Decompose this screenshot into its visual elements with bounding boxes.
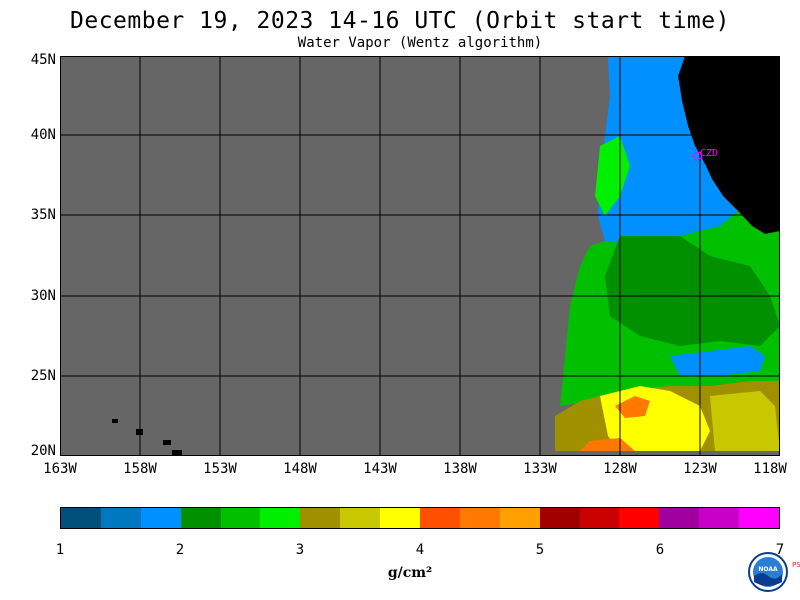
colorbar-swatch — [499, 508, 540, 528]
colorbar-tick-7: 7 — [775, 542, 785, 558]
colorbar-tick-3: 3 — [295, 542, 305, 558]
lat-label-45n: 45N — [30, 52, 56, 68]
colorbar-swatch — [260, 508, 301, 528]
lat-label-35n: 35N — [30, 207, 56, 223]
svg-text:NOAA: NOAA — [758, 566, 778, 573]
colorbar-tick-1: 1 — [55, 542, 65, 558]
lon-label-138w: 138W — [443, 461, 477, 477]
colorbar-swatch — [220, 508, 261, 528]
lon-label-143w: 143W — [363, 461, 397, 477]
colorbar-tick-4: 4 — [415, 542, 425, 558]
lon-label-133w: 133W — [523, 461, 557, 477]
noaa-logo[interactable]: NOAA — [748, 552, 788, 592]
colorbar-swatch — [61, 508, 101, 528]
lat-label-20n: 20N — [30, 443, 56, 459]
lat-label-25n: 25N — [30, 368, 56, 384]
graticule — [60, 56, 780, 456]
colorbar-tick-5: 5 — [535, 542, 545, 558]
colorbar-tick-6: 6 — [655, 542, 665, 558]
vapor-region-lightyellow — [710, 391, 780, 451]
vapor-region-orange — [615, 396, 650, 418]
lon-label-163w: 163W — [43, 461, 77, 477]
colorbar-swatch — [579, 508, 620, 528]
vapor-region-blue-south — [670, 346, 765, 376]
map-subtitle: Water Vapor (Wentz algorithm) — [297, 35, 543, 51]
colorbar-tick-2: 2 — [175, 542, 185, 558]
station-label: CZD — [700, 148, 718, 159]
colorbar-swatch — [380, 508, 421, 528]
colorbar-swatch — [140, 508, 181, 528]
colorbar-swatch — [180, 508, 221, 528]
vapor-region-blue — [598, 56, 738, 246]
psl-side-text: PSL — [792, 561, 800, 569]
lat-label-30n: 30N — [30, 288, 56, 304]
colorbar-swatch — [539, 508, 580, 528]
land-area — [678, 56, 780, 234]
vapor-region-darkgreen — [605, 236, 780, 346]
lat-label-40n: 40N — [30, 127, 56, 143]
station-czd-marker: CZD — [692, 148, 718, 161]
lon-label-158w: 158W — [123, 461, 157, 477]
colorbar-swatch — [300, 508, 341, 528]
colorbar-swatch — [340, 508, 381, 528]
colorbar-swatch — [739, 508, 780, 528]
colorbar-swatch — [420, 508, 460, 528]
colorbar-swatch — [659, 508, 700, 528]
lon-label-118w: 118W — [753, 461, 787, 477]
vapor-region-bright-green — [595, 136, 630, 216]
color-scale-bar — [60, 507, 780, 529]
lon-label-123w: 123W — [683, 461, 717, 477]
colorbar-swatch — [100, 508, 141, 528]
colorbar-swatch — [619, 508, 660, 528]
lon-label-153w: 153W — [203, 461, 237, 477]
colorbar-swatch — [699, 508, 740, 528]
map-title: December 19, 2023 14-16 UTC (Orbit start… — [70, 8, 730, 34]
colorbar-swatch — [459, 508, 500, 528]
vapor-region-orange-south — [580, 438, 635, 451]
water-vapor-map: CZD — [60, 56, 780, 456]
lon-label-148w: 148W — [283, 461, 317, 477]
colorbar-unit-label: g/cm² — [387, 565, 433, 581]
lon-label-128w: 128W — [603, 461, 637, 477]
